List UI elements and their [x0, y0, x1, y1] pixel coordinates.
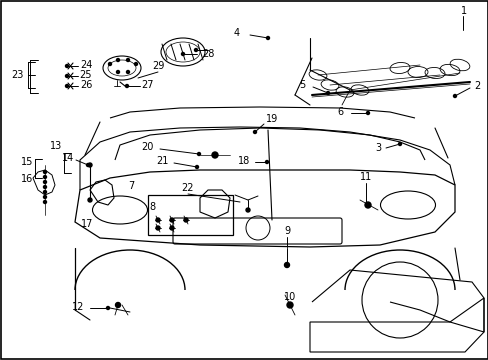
Circle shape — [43, 175, 46, 179]
Text: 7: 7 — [128, 181, 134, 191]
Circle shape — [156, 226, 160, 230]
Circle shape — [364, 202, 370, 208]
Circle shape — [284, 262, 289, 267]
Text: 15: 15 — [21, 157, 33, 167]
Text: 29: 29 — [151, 61, 164, 71]
Circle shape — [181, 53, 184, 55]
Text: 26: 26 — [80, 80, 92, 90]
Circle shape — [115, 302, 120, 307]
Circle shape — [43, 195, 46, 198]
Circle shape — [197, 153, 200, 156]
Circle shape — [195, 166, 198, 168]
Text: 6: 6 — [336, 107, 343, 117]
Text: 25: 25 — [80, 70, 92, 80]
Circle shape — [265, 161, 268, 163]
Circle shape — [43, 180, 46, 184]
Circle shape — [43, 185, 46, 189]
Circle shape — [253, 130, 256, 134]
Circle shape — [212, 152, 218, 158]
Circle shape — [88, 163, 92, 167]
Circle shape — [65, 75, 68, 77]
Circle shape — [116, 71, 119, 73]
Circle shape — [65, 85, 68, 87]
Text: 9: 9 — [284, 226, 289, 236]
Circle shape — [366, 112, 369, 114]
Text: 19: 19 — [265, 114, 278, 124]
Text: 28: 28 — [202, 49, 214, 59]
Circle shape — [65, 64, 68, 68]
Text: 27: 27 — [142, 80, 154, 90]
Circle shape — [398, 143, 401, 145]
Text: 23: 23 — [11, 70, 23, 80]
Text: 10: 10 — [284, 292, 296, 302]
Circle shape — [326, 91, 329, 94]
Text: 22: 22 — [182, 183, 194, 193]
Circle shape — [43, 190, 46, 193]
Circle shape — [106, 306, 109, 310]
Text: 20: 20 — [141, 142, 153, 152]
Circle shape — [452, 94, 456, 98]
Circle shape — [108, 63, 111, 66]
Circle shape — [245, 208, 249, 212]
Text: 21: 21 — [156, 156, 168, 166]
Circle shape — [125, 85, 128, 87]
Circle shape — [43, 201, 46, 203]
Circle shape — [170, 226, 174, 230]
Circle shape — [156, 218, 160, 222]
Circle shape — [43, 171, 46, 174]
Circle shape — [116, 58, 119, 62]
Text: 13: 13 — [50, 141, 62, 151]
Circle shape — [170, 218, 174, 222]
Circle shape — [183, 218, 187, 222]
Circle shape — [126, 71, 129, 73]
Text: 18: 18 — [237, 156, 250, 166]
Text: 17: 17 — [81, 219, 93, 229]
Circle shape — [88, 198, 92, 202]
Text: 5: 5 — [298, 80, 305, 90]
Text: 11: 11 — [359, 172, 371, 182]
Text: 1: 1 — [460, 6, 466, 16]
Text: 16: 16 — [21, 174, 33, 184]
Text: 14: 14 — [62, 153, 74, 163]
Text: 24: 24 — [80, 60, 92, 70]
Circle shape — [134, 63, 137, 66]
Text: 12: 12 — [72, 302, 84, 312]
Text: 4: 4 — [233, 28, 240, 38]
Circle shape — [86, 163, 89, 166]
Bar — [148, 195, 232, 235]
Circle shape — [286, 302, 292, 308]
Text: 3: 3 — [374, 143, 380, 153]
Circle shape — [194, 49, 197, 51]
Text: 2: 2 — [473, 81, 479, 91]
Text: 8: 8 — [149, 202, 155, 212]
Circle shape — [266, 36, 269, 40]
Circle shape — [126, 58, 129, 62]
